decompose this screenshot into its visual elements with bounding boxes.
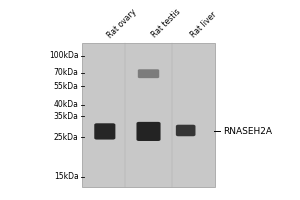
FancyBboxPatch shape: [176, 125, 196, 136]
Text: 25kDa: 25kDa: [54, 133, 79, 142]
Text: Rat liver: Rat liver: [189, 10, 218, 40]
Text: RNASEH2A: RNASEH2A: [223, 127, 272, 136]
Text: Rat testis: Rat testis: [150, 7, 182, 40]
Text: 100kDa: 100kDa: [49, 51, 79, 60]
Text: 15kDa: 15kDa: [54, 172, 79, 181]
Bar: [82, 43, 215, 187]
Text: 40kDa: 40kDa: [54, 100, 79, 109]
FancyBboxPatch shape: [138, 69, 159, 78]
Text: 55kDa: 55kDa: [54, 82, 79, 91]
Text: Rat ovary: Rat ovary: [105, 7, 138, 40]
FancyBboxPatch shape: [94, 123, 116, 140]
Text: 35kDa: 35kDa: [54, 112, 79, 121]
FancyBboxPatch shape: [136, 122, 160, 141]
Text: 70kDa: 70kDa: [54, 68, 79, 77]
